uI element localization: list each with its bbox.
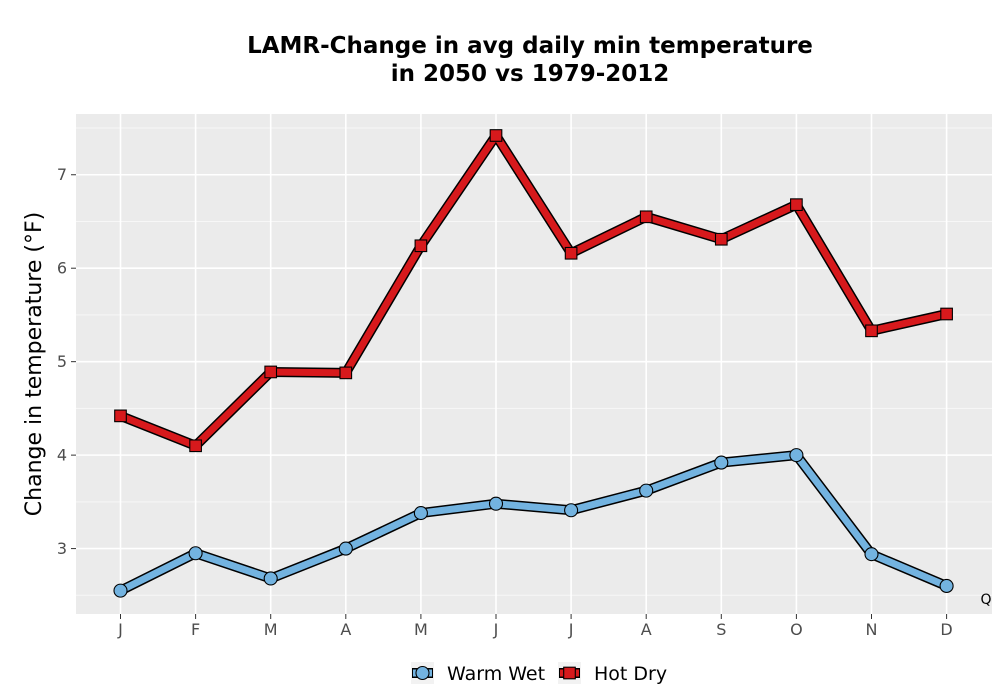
series-hot-dry-point <box>339 366 353 380</box>
x-tick-label: A <box>641 620 652 639</box>
series-hot-dry-point <box>114 409 127 423</box>
y-tick-label: 4 <box>57 446 67 465</box>
y-tick-label: 5 <box>57 352 67 371</box>
legend-warm-wet-key-marker <box>415 665 430 681</box>
series-hot-dry-point <box>714 232 728 246</box>
series-warm-wet-point <box>413 506 428 521</box>
corner-label: Q <box>980 592 991 608</box>
series-layer <box>113 129 954 598</box>
y-tick-label: 6 <box>57 259 67 278</box>
legend: Warm Wet Hot Dry <box>411 662 667 685</box>
series-hot-dry-point <box>189 439 202 453</box>
series-hot-dry-point <box>940 307 953 321</box>
y-tick-label: 7 <box>57 165 67 184</box>
x-tick-label: F <box>191 620 200 639</box>
x-tick-label: D <box>940 620 952 639</box>
series-hot-dry-point <box>414 239 428 253</box>
y-axis-label: Change in temperature (°F) <box>22 212 47 516</box>
series-warm-wet-point <box>488 496 504 511</box>
series-hot-dry-point <box>489 129 503 142</box>
series-warm-wet-point <box>338 541 353 556</box>
chart-title-line-1: LAMR-Change in avg daily min temperature <box>247 33 813 59</box>
x-tick-label: M <box>414 620 428 639</box>
series-warm-wet-point <box>789 448 804 463</box>
series-hot-dry-point <box>564 246 578 260</box>
series-hot-dry-line <box>119 131 948 450</box>
series-warm-wet-point <box>263 571 278 586</box>
x-tick-label: A <box>340 620 351 639</box>
series-hot-dry-point <box>865 324 878 338</box>
series-warm-wet-point <box>864 547 879 562</box>
series-hot-dry-point <box>264 365 278 379</box>
x-tick-label: M <box>264 620 278 639</box>
x-tick-label: J <box>117 620 123 639</box>
x-tick-label: S <box>716 620 726 639</box>
x-tick-label: J <box>493 620 499 639</box>
series-warm-wet-point <box>564 503 579 518</box>
chart-title-line-2: in 2050 vs 1979-2012 <box>391 61 670 87</box>
y-axis: 3 4 5 6 7 <box>57 165 76 558</box>
x-tick-label: N <box>866 620 878 639</box>
legend-hot-dry-label: Hot Dry <box>594 663 667 685</box>
y-tick-label: 3 <box>57 539 67 558</box>
series-warm-wet-point <box>939 578 954 594</box>
series-hot-dry-point <box>639 210 653 224</box>
x-tick-label: J <box>568 620 574 639</box>
series-warm-wet-line <box>118 451 948 594</box>
x-tick-label: O <box>790 620 803 639</box>
series-warm-wet-point <box>639 483 654 498</box>
series-hot-dry-point <box>790 198 803 212</box>
series-warm-wet-point <box>714 455 729 470</box>
series-warm-wet-point <box>188 546 203 561</box>
legend-hot-dry-key-marker <box>563 666 576 680</box>
legend-warm-wet-label: Warm Wet <box>447 663 545 685</box>
series-warm-wet-point <box>113 583 128 598</box>
